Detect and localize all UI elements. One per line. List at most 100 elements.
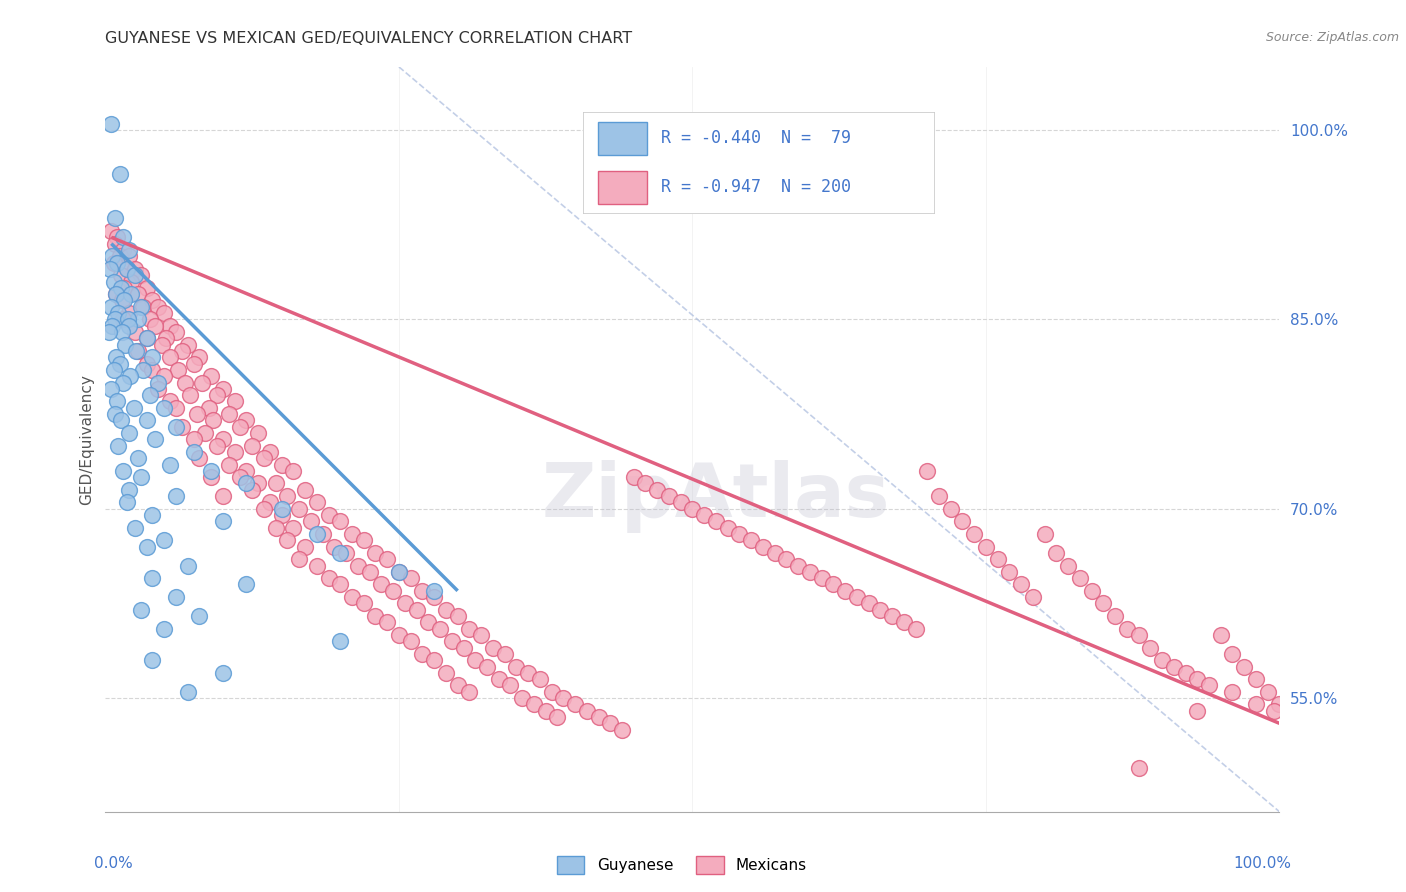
Point [104,312,127,326]
Point [546,710,568,724]
Point [1222,647,1244,661]
Point [112,293,135,308]
Point [105,287,128,301]
Point [112,230,135,244]
Point [458,685,481,699]
Point [276,533,298,548]
Point [118,425,141,440]
Point [294,483,316,497]
Point [681,501,703,516]
Point [153,401,176,415]
Point [143,433,166,447]
Point [329,514,352,528]
Point [104,407,127,421]
Point [153,622,176,636]
Point [176,685,198,699]
Point [787,558,810,573]
Point [645,483,668,497]
Point [247,476,270,491]
Point [399,634,422,648]
Point [224,445,246,459]
Point [135,413,157,427]
Bar [598,122,647,154]
Point [434,603,457,617]
Point [1268,698,1291,712]
Point [623,470,645,484]
Point [517,665,540,680]
Text: R = -0.947  N = 200: R = -0.947 N = 200 [661,178,851,196]
Text: ZipAtlas: ZipAtlas [541,459,890,533]
Point [388,565,411,579]
Point [447,609,470,624]
Point [1069,571,1091,585]
Point [534,704,557,718]
Point [188,351,211,365]
Point [247,425,270,440]
Point [120,287,142,301]
Point [118,243,141,257]
Point [129,300,152,314]
Point [458,622,481,636]
Point [105,287,128,301]
Point [159,351,181,365]
Point [998,565,1021,579]
Point [141,653,163,667]
Point [394,596,416,610]
Point [127,451,149,466]
Point [218,407,240,421]
Point [114,337,136,351]
Point [329,634,352,648]
Point [165,419,187,434]
Point [588,710,610,724]
Point [470,628,492,642]
Point [117,312,139,326]
Point [845,590,868,604]
Point [100,117,122,131]
Point [135,331,157,345]
Point [170,419,193,434]
Point [176,558,198,573]
Y-axis label: GED/Equivalency: GED/Equivalency [79,374,94,505]
Point [101,249,124,263]
Point [188,451,211,466]
Point [205,439,228,453]
Point [153,306,176,320]
Point [717,521,740,535]
Point [112,376,135,390]
Point [167,363,190,377]
Point [111,293,134,308]
Point [110,281,132,295]
Point [423,653,446,667]
Point [423,583,446,598]
Legend: Guyanese, Mexicans: Guyanese, Mexicans [551,850,813,880]
Point [1092,596,1115,610]
Point [202,413,225,427]
Point [100,224,122,238]
Point [505,659,527,673]
Text: 0.0%: 0.0% [94,856,132,871]
Point [105,351,128,365]
Point [704,514,727,528]
Point [1222,685,1244,699]
Point [124,268,146,283]
Point [869,603,891,617]
Point [283,464,305,478]
Point [447,678,470,692]
Point [375,552,398,566]
Point [1010,577,1032,591]
Point [1233,659,1256,673]
Point [120,369,142,384]
Point [253,501,276,516]
Point [125,343,148,358]
Point [740,533,762,548]
Point [499,678,522,692]
Point [110,413,132,427]
Point [599,716,621,731]
Point [148,376,170,390]
Point [141,363,163,377]
Point [939,501,962,516]
Point [763,546,786,560]
Point [1045,546,1067,560]
Point [224,394,246,409]
Text: R = -0.440  N =  79: R = -0.440 N = 79 [661,129,851,147]
